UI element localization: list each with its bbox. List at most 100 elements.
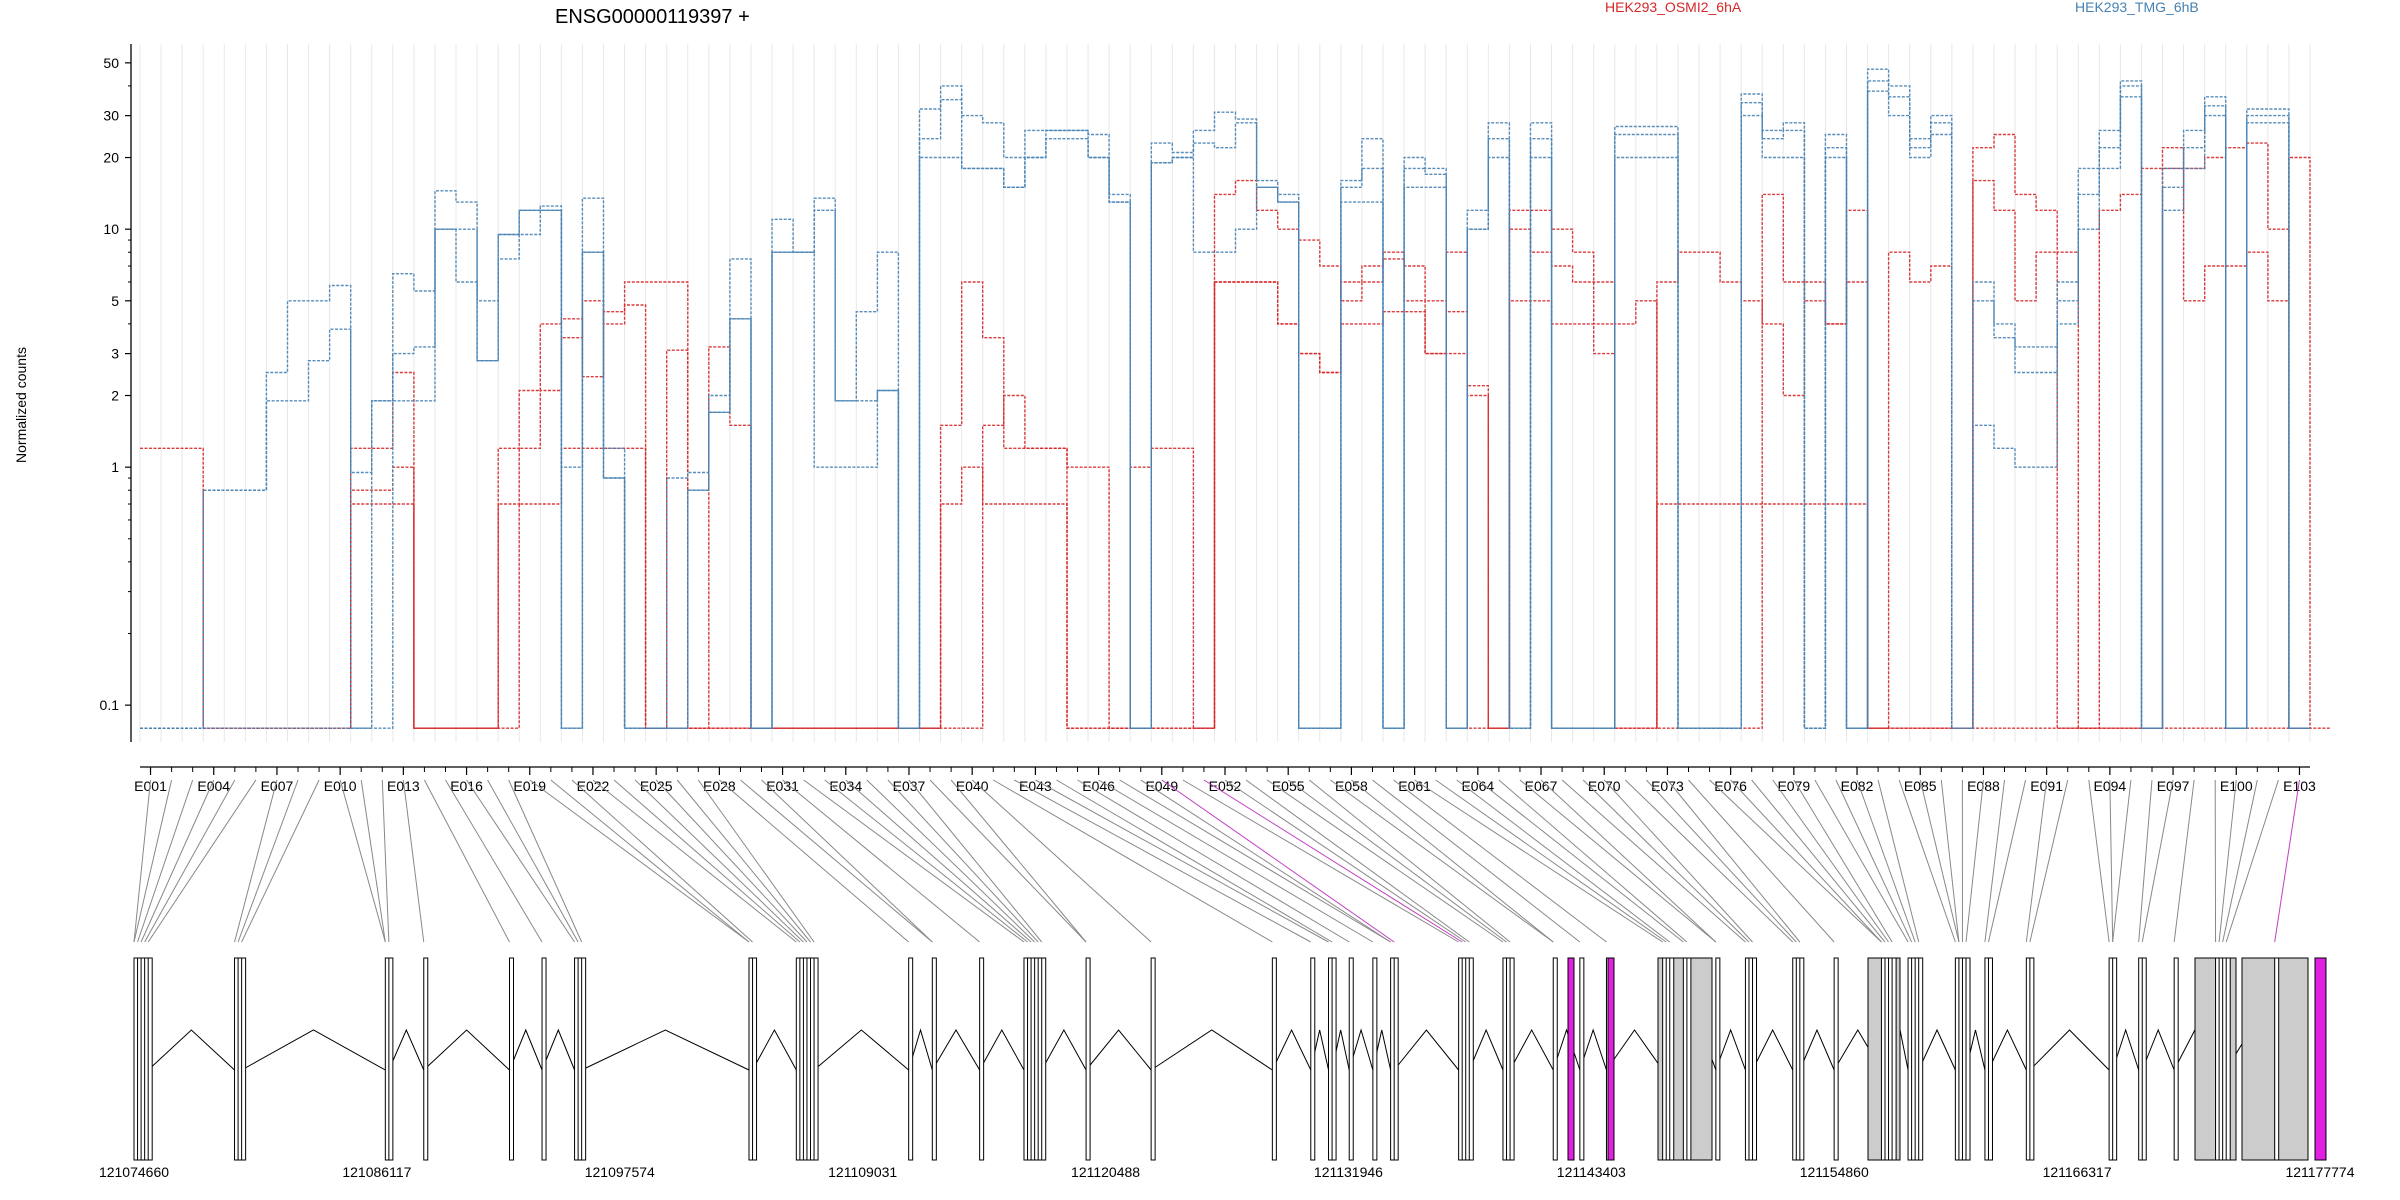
exon-connector <box>2112 779 2132 943</box>
exon-connector <box>445 779 543 943</box>
x-tick-label: E079 <box>1777 778 1810 794</box>
intron-line <box>2141 1028 2175 1071</box>
exon-connector <box>1793 779 1893 943</box>
exon-box <box>908 957 914 1161</box>
intron-line <box>388 1028 425 1071</box>
exon-box <box>1752 957 1758 1161</box>
exon-connector <box>1330 779 1554 943</box>
exon-connector <box>1814 779 1909 943</box>
exon-connector <box>508 779 583 943</box>
intron-line <box>2029 1029 2110 1071</box>
exon-box <box>1552 957 1558 1161</box>
exon-box <box>2277 957 2309 1161</box>
series-line <box>140 68 2310 729</box>
exon-connector <box>1456 779 1671 943</box>
exon-connector <box>845 779 1032 943</box>
intron-line <box>1041 1028 1087 1071</box>
exon-grid <box>139 44 2311 742</box>
exon-box <box>1891 957 1897 1161</box>
exon-connector <box>147 779 257 943</box>
exon-connector <box>1667 779 1801 943</box>
x-tick-label: E001 <box>134 778 167 794</box>
x-tick-label: E043 <box>1019 778 1052 794</box>
exon-box <box>931 957 937 1161</box>
intron-line <box>1509 1028 1554 1071</box>
exon-connector <box>1351 779 1554 943</box>
exon-connector <box>697 779 815 943</box>
exon-connector <box>1772 779 1889 943</box>
chart-title: ENSG00000119397 + <box>555 6 750 28</box>
y-tick-label: 0.1 <box>100 697 120 713</box>
exon-connector <box>144 779 236 943</box>
intron-line <box>423 1029 510 1071</box>
exon-highlight <box>1607 957 1615 1161</box>
exon-box <box>423 957 429 1161</box>
exon-connector <box>1540 779 1717 943</box>
exon-connector <box>803 779 1025 943</box>
exon-box <box>541 957 547 1161</box>
exon-connector <box>1987 779 2027 943</box>
exon-connector <box>740 779 933 943</box>
exon-box <box>2241 957 2276 1161</box>
exon-connector <box>971 779 1152 943</box>
intron-line <box>979 1028 1025 1071</box>
exon-connector <box>1435 779 1667 943</box>
x-tick-label: E040 <box>956 778 989 794</box>
x-tick-label: E070 <box>1588 778 1621 794</box>
exon-box <box>509 957 515 1161</box>
coordinate-label: 121154860 <box>1800 1164 1869 1180</box>
exon-connector <box>1098 779 1374 943</box>
exon-box <box>1918 957 1924 1161</box>
y-tick-label: 10 <box>103 221 119 237</box>
series-line <box>140 281 2310 729</box>
exon-connector <box>423 779 510 943</box>
exon-connector <box>360 779 386 943</box>
exon-box <box>1686 957 1692 1161</box>
exon-box <box>1085 957 1091 1161</box>
coordinate-label: 121166317 <box>2043 1164 2112 1180</box>
exon-connector <box>824 779 1028 943</box>
exon-connector <box>1182 779 1459 943</box>
exon-connector <box>2225 779 2279 943</box>
x-tick-label: E085 <box>1904 778 1937 794</box>
x-tick-label: E013 <box>387 778 420 794</box>
exon-connector <box>2088 779 2110 943</box>
x-tick-label: E028 <box>703 778 736 794</box>
exon-box <box>581 957 587 1161</box>
exon-connector <box>1245 779 1470 943</box>
exon-connector <box>1224 779 1467 943</box>
exon-connector <box>634 779 804 943</box>
intron-line <box>1393 1029 1460 1071</box>
x-tick-label: E031 <box>766 778 799 794</box>
exon-connector <box>887 779 1039 943</box>
coordinate-label: 121074660 <box>99 1164 169 1180</box>
series-layer <box>140 68 2332 729</box>
exon-connector <box>1582 779 1750 943</box>
exon-connector <box>782 779 980 943</box>
exon-connector <box>1624 779 1794 943</box>
exon-connector <box>2109 779 2114 943</box>
exon-highlight <box>1567 957 1575 1161</box>
x-tick-label: E010 <box>324 778 357 794</box>
exon-connector <box>402 779 425 943</box>
exon-connector <box>1077 779 1350 943</box>
coordinate-label: 121120488 <box>1071 1164 1140 1180</box>
exon-connector <box>676 779 811 943</box>
exon-connector <box>1477 779 1684 943</box>
exon-connector <box>592 779 797 943</box>
exon-connector <box>140 779 215 943</box>
x-tick-label: E049 <box>1145 778 1178 794</box>
exon-connector <box>1393 779 1607 943</box>
exon-connector <box>929 779 1087 943</box>
intron-line <box>1271 1028 1312 1071</box>
coordinate-label: 121131946 <box>1314 1164 1383 1180</box>
exon-box <box>241 957 247 1161</box>
exon-connector <box>1730 779 1882 943</box>
exon-connector <box>1688 779 1835 943</box>
series-line <box>140 142 2310 729</box>
y-tick-label: 3 <box>111 346 119 362</box>
exon-axis-ticks: E001 E004 E007 E010 E013 E016 E019 E022 E025 E028… <box>134 767 2316 794</box>
y-tick-label: 50 <box>103 55 119 71</box>
intron-line <box>1918 1028 1956 1071</box>
exon-connector <box>1856 779 1916 943</box>
